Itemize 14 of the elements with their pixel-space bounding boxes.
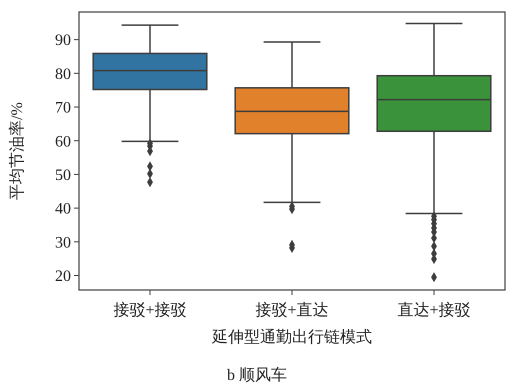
x-axis-title: 延伸型通勤出行链模式 — [211, 328, 372, 346]
y-tick-label: 70 — [55, 100, 71, 117]
text: b 顺风车 — [227, 366, 287, 384]
y-tick-label: 20 — [55, 268, 71, 286]
x-tick-label: 直达+接驳 — [397, 301, 471, 319]
x-tick-label: 接驳+接驳 — [113, 301, 187, 319]
y-tick-label: 40 — [55, 200, 71, 218]
y-tick-label: 80 — [55, 66, 71, 83]
y-axis-title: 平均节油率/% — [8, 102, 26, 200]
x-tick-label: 接驳+直达 — [255, 301, 329, 319]
y-tick-label: 30 — [55, 234, 71, 252]
y-tick-label: 90 — [55, 32, 71, 50]
y-tick-label: 50 — [55, 167, 71, 184]
y-tick-label: 60 — [55, 133, 71, 150]
